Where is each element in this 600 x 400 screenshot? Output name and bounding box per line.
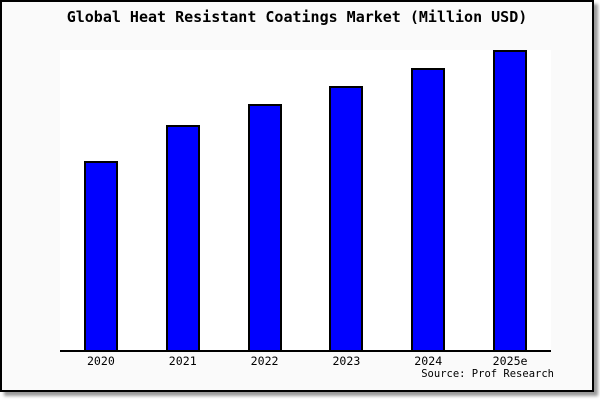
bar-2023	[329, 86, 364, 350]
x-tick-label-2021: 2021	[168, 354, 197, 368]
source-attribution: Source: Prof Research	[421, 368, 554, 380]
x-tick-label-2025e: 2025e	[492, 354, 528, 368]
x-tick-label-2020: 2020	[86, 354, 115, 368]
x-tick-label-2022: 2022	[250, 354, 279, 368]
x-axis-tick-row: 2020 2021 2022 2023 2024 2025e	[60, 355, 551, 369]
x-tick-label-2024: 2024	[414, 354, 443, 368]
bar-2022	[247, 104, 282, 350]
chart-title: Global Heat Resistant Coatings Market (M…	[66, 8, 528, 26]
plot-area	[60, 50, 551, 352]
bar-2025e	[493, 50, 528, 350]
x-tick-label-2023: 2023	[332, 354, 361, 368]
bar-2024	[411, 68, 446, 350]
bar-2021	[165, 125, 200, 350]
chart-frame: Global Heat Resistant Coatings Market (M…	[0, 0, 594, 392]
bar-2020	[83, 161, 118, 350]
